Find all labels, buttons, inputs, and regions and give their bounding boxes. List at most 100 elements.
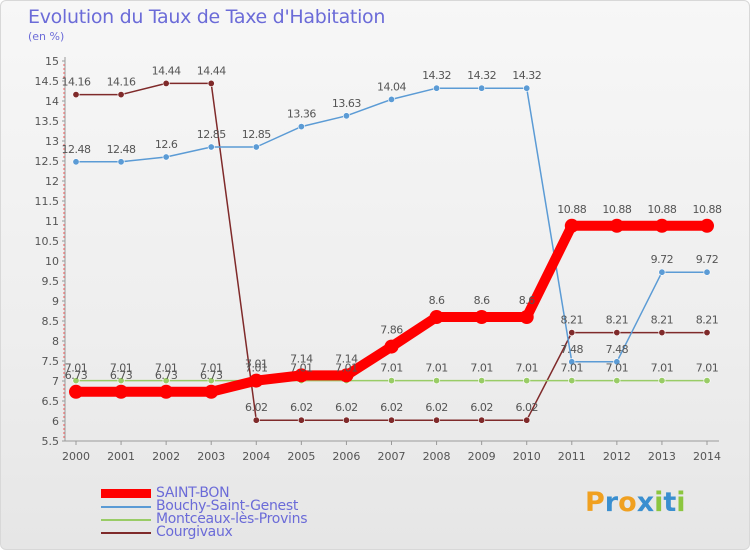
data-point [72,158,80,166]
logo-letter: P [585,487,605,518]
data-point [387,377,395,385]
data-label: 6.02 [380,401,403,414]
data-point [613,329,621,337]
data-label: 14.16 [107,76,136,89]
data-point [249,373,264,388]
data-point [568,358,576,366]
data-point [703,377,711,385]
data-point [654,218,669,233]
data-label: 14.32 [422,69,451,82]
data-point [703,268,711,276]
data-point [523,84,531,92]
data-point [252,416,260,424]
logo-letter: o [618,487,637,518]
data-label: 6.02 [335,401,358,414]
data-point [568,329,576,337]
data-point [117,158,125,166]
y-tick-label: 13.5 [35,115,60,128]
data-point [162,153,170,161]
x-tick-label: 2008 [423,450,451,463]
x-tick-label: 2006 [332,450,360,463]
legend-swatch [101,506,151,508]
data-label: 7.01 [335,362,358,375]
logo-letter: x [636,487,655,518]
data-point [342,112,350,120]
data-label: 7.01 [65,362,88,375]
data-point [384,339,399,354]
legend-item: SAINT-BON [101,485,361,501]
data-label: 7.01 [606,362,629,375]
x-tick-label: 2009 [468,450,496,463]
data-label: 12.48 [107,143,136,156]
data-point [297,416,305,424]
data-label: 14.16 [62,76,91,89]
data-label: 7.14 [290,352,313,365]
y-tick-label: 11.5 [35,195,60,208]
data-point [72,377,80,385]
logo-letter: i [676,487,686,518]
data-point [162,79,170,87]
legend-label: Bouchy-Saint-Genest [156,498,299,514]
x-tick-label: 2004 [242,450,270,463]
data-point [613,377,621,385]
x-tick-label: 2002 [152,450,180,463]
data-label: 12.85 [197,128,226,141]
data-label: 7.01 [561,362,584,375]
data-point [162,377,170,385]
legend-item: Montceaux-lès-Provins [101,511,361,527]
data-label: 14.44 [197,64,226,77]
data-point [207,79,215,87]
y-axis-unit: (en %) [28,30,65,43]
data-point [568,377,576,385]
data-label: 7.01 [696,362,719,375]
data-point [478,84,486,92]
data-point [478,377,486,385]
data-label: 8.6 [474,294,490,307]
y-tick-label: 11 [45,215,59,228]
data-label: 12.6 [155,138,178,151]
data-point [204,384,219,399]
data-label: 7.01 [200,362,223,375]
data-label: 7.01 [515,362,538,375]
data-label: 6.73 [155,369,178,382]
y-tick-label: 7 [52,375,59,388]
data-label: 7.14 [335,352,358,365]
data-label: 7.01 [470,362,493,375]
y-tick-label: 10 [45,255,59,268]
data-label: 9.72 [696,253,719,266]
y-tick-label: 5.5 [42,435,60,448]
data-label: 8.21 [696,314,719,327]
data-label: 6.73 [65,369,88,382]
data-point [117,91,125,99]
y-tick-label: 6 [52,415,59,428]
logo-letter: i [654,487,664,518]
data-point [117,377,125,385]
x-tick-label: 2005 [287,450,315,463]
data-label: 6.73 [110,369,133,382]
y-tick-label: 9.5 [42,275,60,288]
data-point [294,368,309,383]
x-tick-label: 2001 [107,450,135,463]
data-label: 6.02 [425,401,448,414]
legend-swatch [101,532,151,534]
logo-letter: t [663,487,677,518]
data-point [429,310,444,324]
data-label: 10.88 [647,203,676,216]
data-point [700,218,714,233]
y-tick-label: 7.5 [42,355,60,368]
data-point [297,123,305,131]
data-point [252,143,260,151]
data-label: 7.01 [651,362,674,375]
data-point [433,84,441,92]
data-label: 9.72 [651,253,674,266]
data-label: 10.88 [602,203,631,216]
data-label: 6.02 [470,401,493,414]
data-point [564,218,579,233]
data-label: 6.02 [245,401,268,414]
x-tick-label: 2010 [513,450,541,463]
proxiti-logo: Proxiti [585,487,686,518]
data-label: 7.01 [290,362,313,375]
y-tick-label: 12.5 [35,155,60,168]
y-tick-label: 10.5 [35,235,60,248]
